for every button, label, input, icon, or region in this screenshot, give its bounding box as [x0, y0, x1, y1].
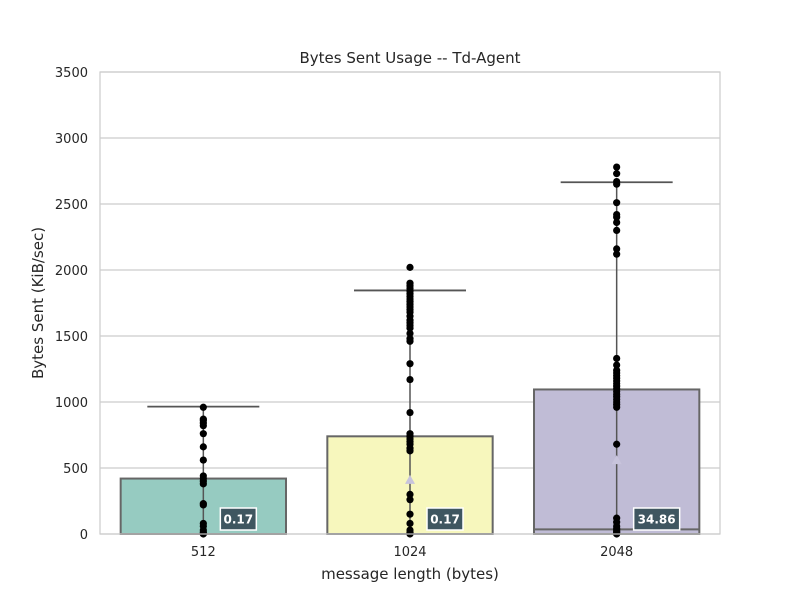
- y-tick-label: 2500: [55, 198, 88, 213]
- x-axis-ticks: 512 1024 2048: [191, 545, 633, 560]
- mean-marker: [611, 455, 622, 465]
- data-point: [406, 430, 414, 438]
- data-point: [613, 514, 621, 522]
- data-point: [613, 177, 621, 186]
- y-tick-label: 2000: [55, 264, 88, 279]
- mean-marker: [405, 474, 415, 484]
- y-tick-label: 3000: [55, 132, 88, 147]
- data-point: [613, 354, 621, 363]
- data-point: [199, 443, 207, 451]
- x-tick-label: 1024: [393, 545, 426, 560]
- x-axis-label: message length (bytes): [321, 565, 499, 583]
- data-point: [199, 456, 207, 464]
- data-point: [613, 218, 621, 227]
- data-point: [406, 279, 414, 287]
- chart-title: Bytes Sent Usage -- Td-Agent: [299, 49, 520, 67]
- data-point: [613, 210, 621, 219]
- plot-frame: [99, 71, 721, 535]
- data-point: [199, 403, 207, 411]
- y-tick-label: 3500: [55, 66, 88, 81]
- data-point: [406, 496, 414, 504]
- data-point: [199, 415, 207, 423]
- data-point: [613, 199, 621, 207]
- data-point: [613, 361, 621, 369]
- data-point: [613, 250, 621, 258]
- data-point: [613, 366, 621, 374]
- median-label: 34.86: [638, 513, 676, 527]
- data-points: [199, 163, 621, 538]
- data-point: [406, 519, 414, 528]
- median-label: 0.17: [224, 513, 254, 527]
- data-point: [406, 490, 414, 498]
- data-point: [406, 526, 414, 534]
- data-point: [199, 472, 207, 480]
- y-axis-label: Bytes Sent (KiB/sec): [29, 227, 47, 379]
- median-label-box: [426, 507, 464, 531]
- data-point: [613, 245, 621, 253]
- data-point: [406, 329, 414, 337]
- median-labels: 0.17 0.17 34.86: [219, 507, 681, 531]
- y-tick-label: 0: [80, 528, 88, 543]
- y-tick-label: 500: [63, 462, 88, 477]
- data-point: [199, 430, 207, 438]
- data-point: [406, 510, 414, 518]
- data-point: [406, 335, 414, 343]
- data-point: [406, 408, 414, 417]
- data-point: [613, 170, 621, 178]
- y-axis-ticks: 0 500 1000 1500 2000 2500 3000 3500: [55, 66, 88, 543]
- x-tick-label: 2048: [600, 545, 633, 560]
- data-point: [199, 500, 207, 508]
- data-point: [613, 226, 621, 234]
- median-label-box: [219, 507, 258, 531]
- data-point: [613, 440, 621, 448]
- data-point: [406, 375, 414, 384]
- data-point: [406, 263, 414, 271]
- data-point: [199, 519, 207, 528]
- y-tick-label: 1500: [55, 330, 88, 345]
- median-label: 0.17: [430, 513, 460, 527]
- median-label-box: [632, 507, 681, 531]
- x-tick-label: 512: [191, 545, 216, 560]
- data-point: [613, 163, 621, 171]
- data-point: [406, 360, 414, 368]
- y-tick-label: 1000: [55, 396, 88, 411]
